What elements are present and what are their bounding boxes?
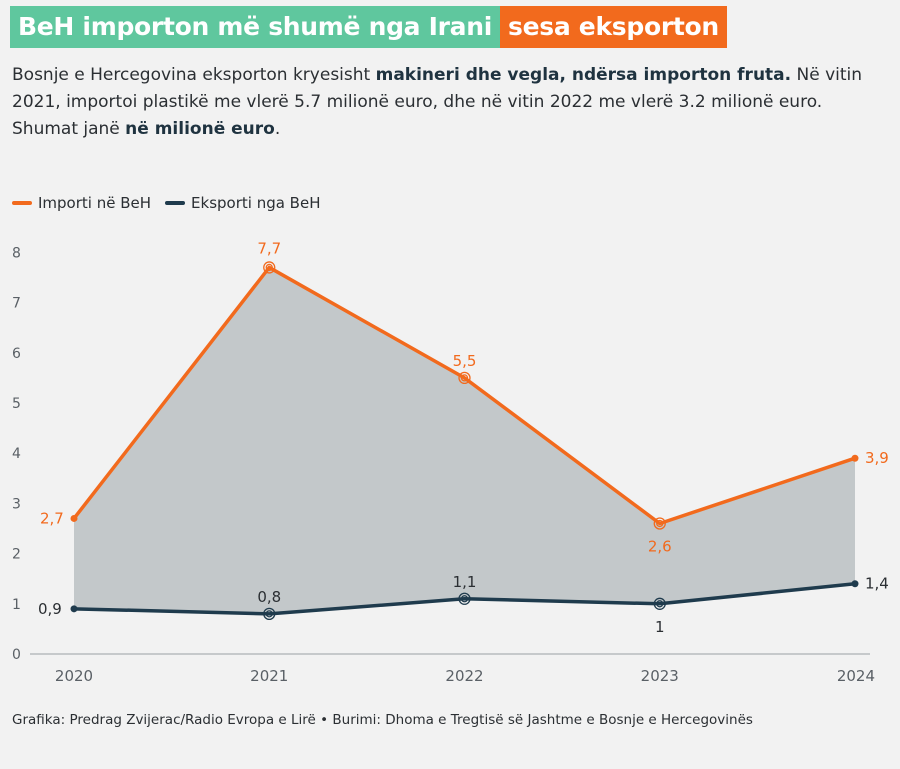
description-text: Bosnje e Hercegovina eksporton kryesisht [12,65,376,85]
export-data-label: 1,1 [453,573,477,591]
y-tick-label: 8 [12,245,21,261]
headline-part-1: BeH importon më shumë nga Irani [10,6,501,48]
legend-label-import: Importi në BeH [38,194,152,212]
source-credit: Grafika: Predrag Zvijerac/Radio Evropa e… [12,712,753,728]
description-bold: makineri dhe vegla, ndërsa importon frut… [375,65,792,85]
description-text: Në vitin 2021, importoi plastikë me vler… [12,65,863,112]
import-point [851,454,859,462]
export-point [458,592,471,605]
export-line [72,581,857,616]
import-point-inner [656,519,664,528]
legend-item-import: Importi në BeH [12,194,151,212]
y-tick-label: 2 [12,547,21,563]
x-tick-label: 2023 [641,667,679,685]
import-point-inner [265,263,273,272]
export-point-inner [656,600,664,608]
export-point [653,597,666,610]
description-paragraph-1: Bosnje e Hercegovina eksporton kryesisht… [12,62,888,116]
y-tick-label: 3 [12,496,21,512]
import-data-label: 3,9 [865,449,889,467]
export-point [263,607,276,620]
chart-legend: Importi në BeH Eksporti nga BeH [12,194,334,212]
y-tick-label: 7 [12,296,21,312]
y-tick-label: 0 [12,647,21,663]
export-point-inner [460,595,469,603]
x-tick-label: 2024 [837,667,875,685]
description-text: Shumat janë [12,119,126,139]
import-line [72,265,857,526]
headline: BeH importon më shumë nga Irani sesa eks… [10,6,727,48]
import-point [263,261,276,274]
y-tick-label: 6 [12,346,21,362]
import-point [653,517,666,530]
legend-label-export: Eksporti nga BeH [191,194,321,212]
import-data-label: 7,7 [257,239,281,257]
x-tick-label: 2020 [55,667,93,685]
description-text: . [274,119,281,139]
x-tick-label: 2022 [445,667,483,685]
headline-part-2: sesa eksporton [500,6,727,48]
description: Bosnje e Hercegovina eksporton kryesisht… [12,62,888,143]
export-point [70,605,78,613]
export-data-label: 1,4 [865,575,889,593]
description-paragraph-2: Shumat janë në milionë euro. [12,116,888,143]
import-point-inner [460,374,469,382]
y-tick-label: 4 [12,446,21,462]
import-point [70,514,78,522]
export-data-label: 0,8 [257,588,281,606]
y-tick-label: 1 [12,597,21,613]
x-tick-label: 2021 [250,667,288,685]
area-between-series [74,267,855,614]
legend-swatch-export [165,201,186,205]
import-data-label: 2,7 [40,509,64,527]
export-point [851,580,859,588]
import-data-label: 5,5 [453,352,477,370]
import-point [458,371,471,385]
export-point-inner [265,610,273,618]
export-data-label: 0,9 [38,600,62,618]
legend-item-export: Eksporti nga BeH [165,194,320,212]
export-data-label: 1 [655,618,665,636]
y-tick-label: 5 [12,396,21,412]
import-data-label: 2,6 [648,537,672,555]
legend-swatch-import [12,201,32,205]
description-bold: në milionë euro [125,119,275,139]
